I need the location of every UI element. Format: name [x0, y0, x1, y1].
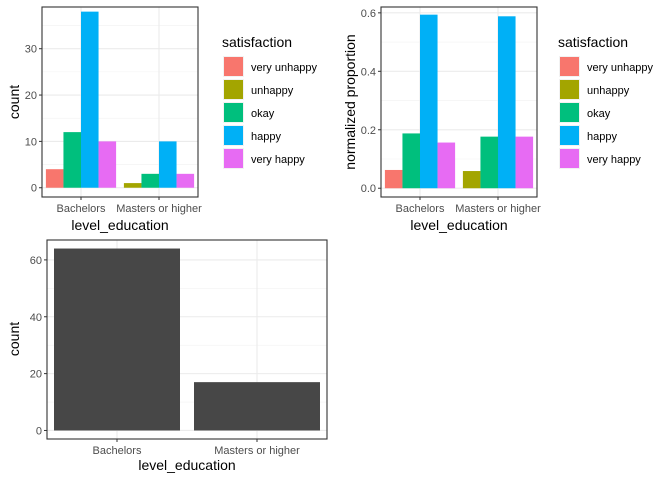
bar-okay-Bachelors — [63, 132, 81, 188]
y-tick-label: 0.0 — [361, 183, 376, 195]
legend-label: very happy — [587, 154, 641, 166]
y-axis-title: count — [6, 322, 22, 356]
legend-label: very unhappy — [251, 62, 318, 74]
x-axis-title: level_education — [71, 217, 168, 233]
legend-label: happy — [587, 131, 617, 143]
panel-border — [41, 6, 199, 198]
legend-key — [560, 149, 579, 168]
bar-happy-Bachelors — [81, 11, 99, 188]
bar-okay-Bachelors — [402, 133, 420, 189]
legend-label: unhappy — [587, 85, 630, 97]
x-tick-label: Masters or higher — [214, 445, 300, 457]
y-tick-label: 20 — [30, 369, 42, 381]
bar-unhappy-Masters-or-higher — [123, 183, 142, 188]
legend-label: very unhappy — [587, 62, 654, 74]
y-tick-label: 10 — [25, 136, 37, 148]
chart-3: 0 20 40 60 Bachelors Masters or higherlevel_e… — [6, 239, 328, 473]
x-tick-label: Bachelors — [93, 445, 142, 457]
bar-unhappy-Masters-or-higher — [462, 171, 481, 189]
y-tick-label: 60 — [30, 255, 42, 267]
bar-Masters-or-higher — [194, 382, 320, 431]
y-axis-title: normalized proportion — [342, 34, 358, 169]
chart-1: 0 10 20 30 Bachelors Masters or higher level_e… — [6, 6, 318, 233]
legend-title: satisfaction — [222, 34, 292, 50]
legend: satisfaction very unhappy unhappy okay happy… — [558, 34, 654, 169]
bar-very-happy-Bachelors — [437, 142, 456, 189]
legend-key — [224, 103, 243, 122]
y-tick-label: 0 — [36, 425, 42, 437]
y-tick-label: 0.2 — [361, 125, 376, 137]
y-tick-label: 0 — [31, 183, 37, 195]
legend-key — [560, 126, 579, 145]
bar-Bachelors — [54, 248, 180, 431]
y-tick-label: 20 — [25, 90, 37, 102]
legend-label: okay — [251, 108, 275, 120]
legend-label: okay — [587, 108, 611, 120]
y-tick-label: 0.4 — [361, 66, 376, 78]
bar-happy-Bachelors — [420, 14, 438, 189]
x-tick-label: Bachelors — [57, 203, 106, 215]
panel-border — [46, 239, 328, 440]
bar-very-happy-Masters-or-higher — [176, 173, 195, 188]
bar-happy-Masters-or-higher — [498, 16, 516, 189]
bar-very-unhappy-Bachelors — [45, 169, 64, 188]
legend: satisfaction very unhappy unhappy okay happy… — [222, 34, 318, 169]
legend-label: happy — [251, 131, 281, 143]
x-tick-label: Masters or higher — [455, 203, 541, 215]
y-tick-label: 40 — [30, 312, 42, 324]
bar-very-unhappy-Bachelors — [384, 169, 403, 189]
legend-label: unhappy — [251, 85, 294, 97]
x-tick-label: Masters or higher — [116, 203, 202, 215]
legend-key — [560, 80, 579, 99]
bar-very-happy-Bachelors — [98, 141, 117, 188]
chart-2: 0.0 0.2 0.4 0.6 Bachelors Masters or higher le… — [342, 6, 654, 233]
legend-key — [224, 57, 243, 76]
bar-very-happy-Masters-or-higher — [515, 136, 534, 189]
legend-key — [224, 80, 243, 99]
x-axis-title: level_education — [410, 217, 507, 233]
bar-happy-Masters-or-higher — [159, 141, 177, 188]
x-axis-title: level_education — [138, 457, 235, 473]
legend-title: satisfaction — [558, 34, 628, 50]
y-axis-title: count — [6, 85, 22, 119]
bar-okay-Masters-or-higher — [480, 136, 498, 189]
y-tick-label: 0.6 — [361, 8, 376, 20]
legend-key — [224, 126, 243, 145]
y-tick-label: 30 — [25, 44, 37, 56]
x-tick-label: Bachelors — [396, 203, 445, 215]
panel-border — [380, 6, 538, 198]
legend-label: very happy — [251, 154, 305, 166]
legend-key — [224, 149, 243, 168]
bar-okay-Masters-or-higher — [141, 173, 159, 188]
legend-key — [560, 103, 579, 122]
legend-key — [560, 57, 579, 76]
